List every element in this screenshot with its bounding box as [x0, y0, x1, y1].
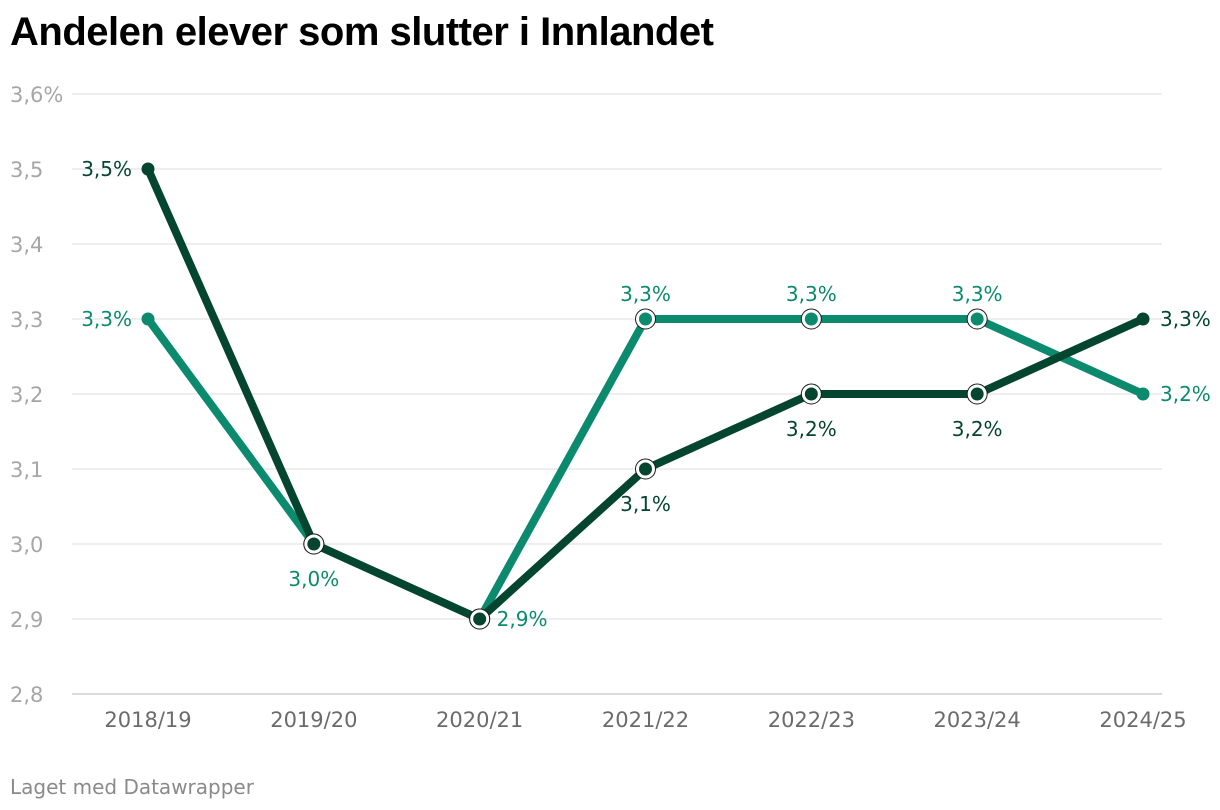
data-point	[970, 387, 984, 401]
x-tick-label: 2022/23	[768, 708, 855, 732]
x-tick-label: 2021/22	[602, 708, 689, 732]
data-label: 3,2%	[952, 417, 1003, 441]
y-tick-label: 3,6%	[10, 83, 63, 107]
data-label: 3,0%	[288, 567, 339, 591]
data-label: 3,3%	[786, 282, 837, 306]
data-label: 3,3%	[620, 282, 671, 306]
x-tick-label: 2018/19	[104, 708, 191, 732]
data-label: 3,5%	[81, 157, 132, 181]
y-tick-label: 3,5	[10, 158, 43, 182]
data-point	[639, 462, 652, 476]
data-point	[804, 387, 818, 401]
data-point	[1136, 387, 1150, 401]
data-point	[141, 162, 155, 176]
data-point	[639, 312, 652, 326]
y-tick-label: 3,0	[10, 533, 43, 557]
data-point	[970, 312, 984, 326]
y-tick-label: 3,1	[10, 458, 43, 482]
y-tick-label: 3,3	[10, 308, 43, 332]
x-tick-label: 2023/24	[934, 708, 1021, 732]
x-tick-label: 2024/25	[1099, 708, 1186, 732]
y-tick-label: 2,8	[10, 683, 43, 707]
data-label: 3,3%	[952, 282, 1003, 306]
data-point	[1136, 312, 1150, 326]
data-label: 3,3%	[81, 307, 132, 331]
data-label: 2,9%	[497, 607, 548, 631]
data-label: 3,3%	[1160, 307, 1211, 331]
credit-footer: Laget med Datawrapper	[10, 775, 254, 799]
data-point	[141, 312, 155, 326]
x-tick-label: 2019/20	[270, 708, 357, 732]
x-tick-label: 2020/21	[436, 708, 523, 732]
data-point	[307, 537, 321, 551]
chart-title: Andelen elever som slutter i Innlandet	[10, 10, 714, 54]
y-tick-label: 2,9	[10, 608, 43, 632]
data-point	[804, 312, 818, 326]
data-label: 3,2%	[1160, 382, 1211, 406]
data-label: 3,2%	[786, 417, 837, 441]
y-tick-label: 3,4	[10, 233, 43, 257]
data-point	[473, 612, 487, 626]
y-tick-label: 3,2	[10, 383, 43, 407]
data-label: 3,1%	[620, 492, 671, 516]
